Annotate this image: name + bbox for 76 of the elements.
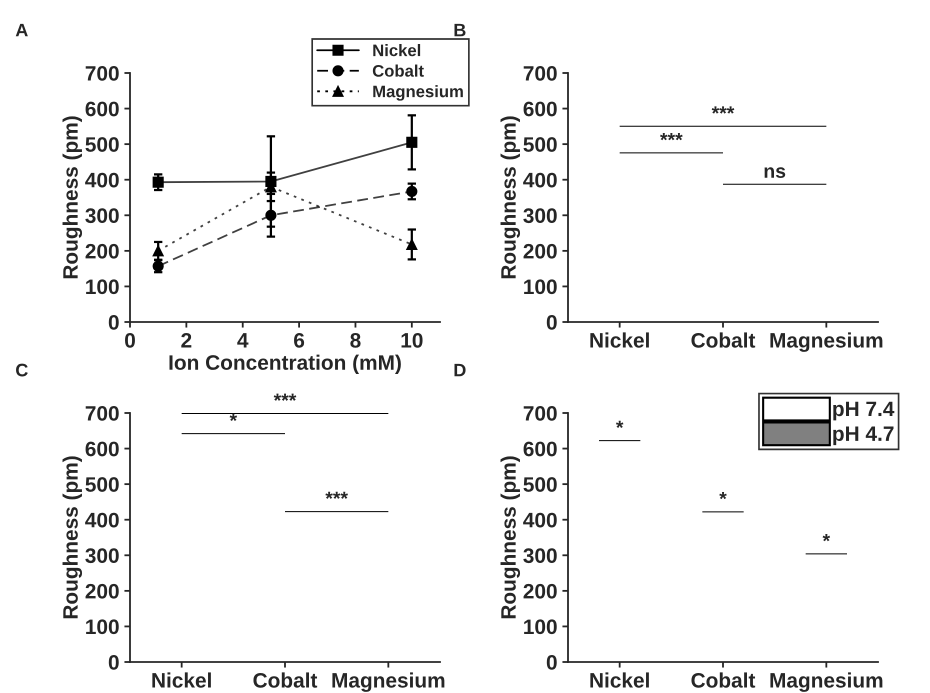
x-tick-label: 0 <box>125 332 135 348</box>
annotation: *** <box>660 133 683 140</box>
y-tick-label: 600 <box>86 102 119 116</box>
y-tick-label: 300 <box>523 548 557 564</box>
x-axis-title: Ion Concentration (mM) <box>170 354 401 374</box>
x-tick-label: Cobalt <box>691 672 756 688</box>
y-tick-label: 200 <box>86 244 119 259</box>
x-tick-label: Nickel <box>590 672 649 688</box>
y-tick-label: 500 <box>523 137 557 152</box>
y-tick-label: 300 <box>523 208 557 224</box>
y-tick-label: 600 <box>86 442 119 456</box>
annotation: * <box>822 534 830 542</box>
y-tick-label: 400 <box>85 512 119 528</box>
chart-title: C <box>16 364 28 376</box>
y-tick-label: 700 <box>524 66 557 81</box>
legend-label: pH 7.4 <box>833 402 894 420</box>
x-tick-label: 10 <box>402 332 423 348</box>
y-tick-label: 200 <box>524 244 557 259</box>
y-tick-label: 600 <box>524 442 557 456</box>
legend-label: pH 4.7 <box>833 426 894 446</box>
y-tick-label: 100 <box>86 619 119 634</box>
y-tick-label: 0 <box>108 315 119 330</box>
y-axis-title: Roughness (pm) <box>500 116 520 278</box>
y-tick-label: 300 <box>85 208 119 224</box>
annotation: * <box>616 420 624 428</box>
y-tick-label: 0 <box>546 315 557 330</box>
x-tick-label: Magnesium <box>770 332 882 352</box>
text: *** <box>274 394 296 401</box>
y-axis-title: Roughness (pm) <box>62 116 82 278</box>
y-tick-label: 500 <box>85 477 119 492</box>
y-tick-label: 400 <box>523 172 557 188</box>
y-tick-label: 100 <box>524 279 557 294</box>
y-tick-label: 200 <box>524 584 557 599</box>
x-tick-label: 8 <box>350 332 361 348</box>
point <box>152 245 164 256</box>
x-tick-label: Cobalt <box>691 332 756 348</box>
y-tick-label: 200 <box>86 584 119 599</box>
y-tick-label: 500 <box>523 477 557 492</box>
x-tick-label: 6 <box>294 332 304 348</box>
point <box>406 136 418 148</box>
point <box>406 186 418 198</box>
point <box>406 238 418 250</box>
y-axis-title: Roughness (pm) <box>62 456 82 618</box>
y-tick-label: 300 <box>85 548 119 564</box>
chart-title: A <box>16 24 28 36</box>
y-tick-label: 0 <box>108 655 119 670</box>
y-tick-label: 100 <box>86 279 119 294</box>
y-tick-label: 700 <box>524 406 557 421</box>
x-tick-label: 2 <box>181 332 192 348</box>
y-tick-label: 400 <box>523 512 557 528</box>
annotation: * <box>230 414 238 421</box>
legend-label: Nickel <box>373 44 420 56</box>
annotation: ns <box>764 167 786 178</box>
y-tick-label: 400 <box>85 172 119 188</box>
legend-label: Magnesium <box>373 85 463 101</box>
x-tick-label: Magnesium <box>332 672 444 692</box>
x-tick-label: Cobalt <box>253 672 318 688</box>
chart-title: B <box>454 24 466 36</box>
annotation: *** <box>712 106 734 114</box>
y-tick-label: 700 <box>86 66 119 81</box>
annotation: *** <box>325 492 348 499</box>
x-tick-label: Magnesium <box>770 672 882 692</box>
y-tick-label: 0 <box>546 655 557 670</box>
y-tick-label: 600 <box>524 102 557 116</box>
legend-label: Cobalt <box>372 64 424 77</box>
y-tick-label: 500 <box>85 137 119 152</box>
chart-title: D <box>454 364 466 376</box>
point <box>152 176 164 188</box>
x-tick-label: Nickel <box>590 332 649 348</box>
point <box>265 210 276 221</box>
x-tick-label: Nickel <box>152 672 211 688</box>
y-axis-title: Roughness (pm) <box>500 456 520 618</box>
y-tick-label: 100 <box>524 619 557 634</box>
x-tick-label: 4 <box>237 333 248 348</box>
y-tick-label: 700 <box>86 406 119 421</box>
annotation: * <box>719 492 727 500</box>
